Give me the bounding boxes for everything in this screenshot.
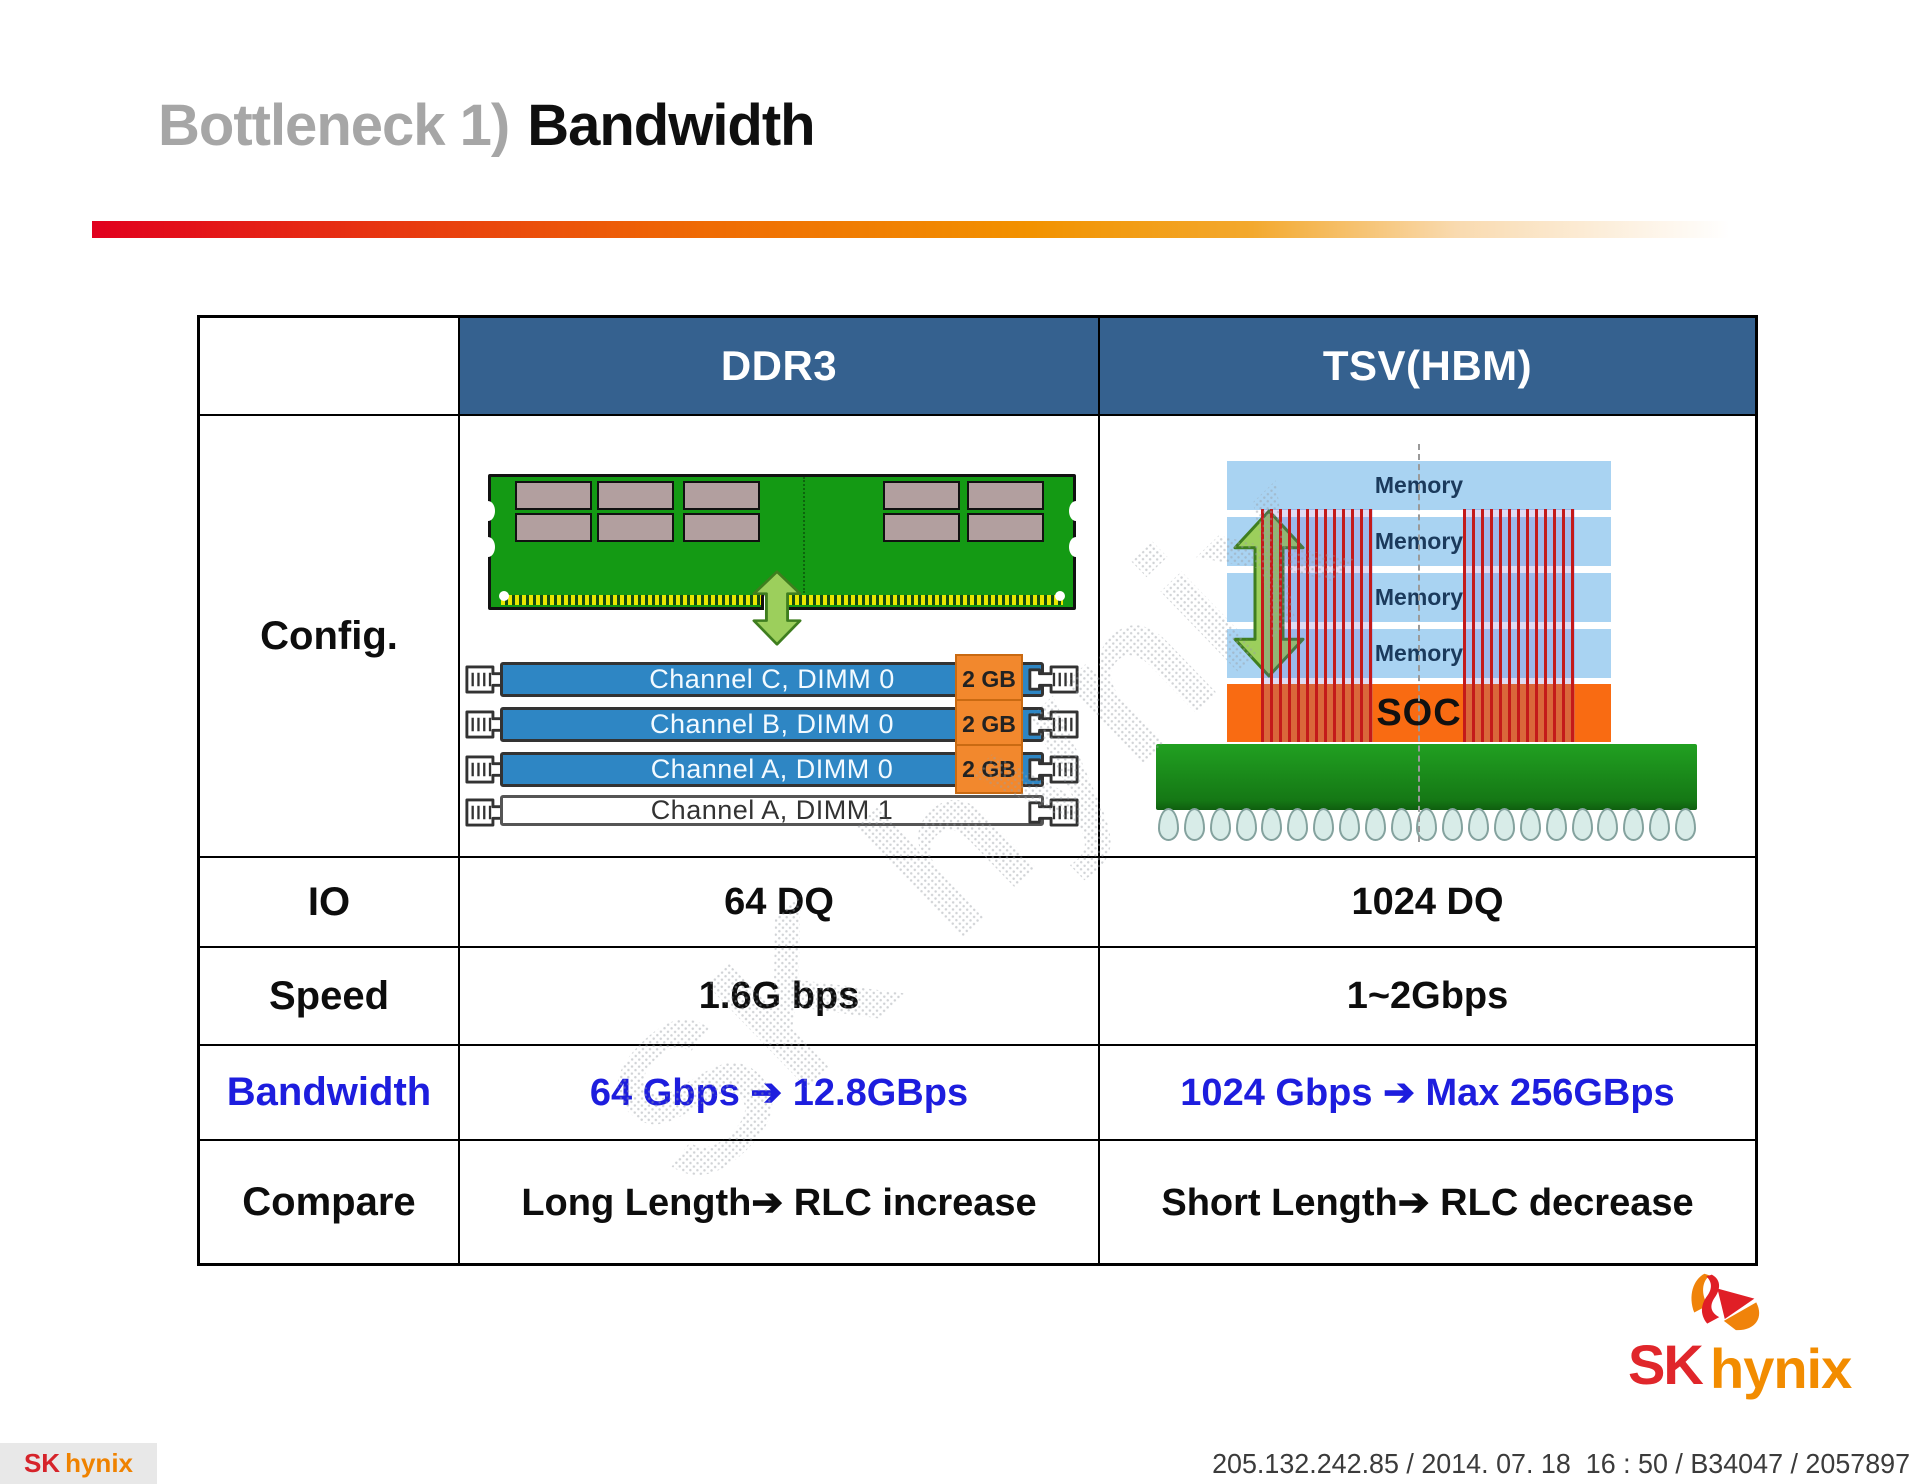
tsv-via-lines xyxy=(1463,509,1575,742)
channel-label: Channel B, DIMM 0 xyxy=(649,709,895,739)
double-arrow-icon xyxy=(752,570,802,646)
dram-chip xyxy=(597,513,674,542)
solder-ball xyxy=(1261,808,1283,841)
comparison-table: DDR3 TSV(HBM) Config. xyxy=(197,315,1758,1266)
title-main: Bandwidth xyxy=(527,93,815,158)
dram-chip xyxy=(883,481,960,510)
speed-tsv-value: 1~2Gbps xyxy=(1100,948,1755,1046)
dram-chip xyxy=(967,481,1044,510)
solder-ball xyxy=(1313,808,1335,841)
sk-hynix-butterfly-icon xyxy=(1691,1273,1760,1331)
header-ddr3: DDR3 xyxy=(460,318,1100,416)
solder-ball xyxy=(1338,808,1360,841)
footer-logo-sk: SK xyxy=(23,1448,61,1478)
channel-slot-empty: Channel A, DIMM 1 xyxy=(465,795,1079,827)
dimm-side-notch xyxy=(481,501,495,521)
capacity-badge: 2 GB xyxy=(955,744,1023,794)
channel-label: Channel A, DIMM 1 xyxy=(650,795,894,825)
connector-icon xyxy=(1028,755,1079,784)
channel-slot: Channel C, DIMM 0 2 GB xyxy=(465,654,1079,704)
solder-ball xyxy=(1468,808,1490,841)
title-accent-bar xyxy=(92,221,1798,238)
solder-ball xyxy=(1287,808,1309,841)
bandwidth-tsv-value: 1024 Gbps ➔ Max 256GBps xyxy=(1100,1046,1755,1141)
row-label-config: Config. xyxy=(200,416,460,858)
dimm-side-notch xyxy=(1069,501,1083,521)
dram-chip xyxy=(597,481,674,510)
dimm-center-line xyxy=(803,477,805,593)
logo-sk-text: SK xyxy=(1628,1333,1704,1396)
channel-label: Channel C, DIMM 0 xyxy=(649,664,895,694)
solder-ball xyxy=(1209,808,1231,841)
dimm-mount-hole xyxy=(499,591,509,601)
stack-center-line xyxy=(1418,444,1420,842)
title-prefix: Bottleneck 1) xyxy=(158,93,510,158)
solder-ball xyxy=(1623,808,1645,841)
page-title: Bottleneck 1) Bandwidth xyxy=(158,92,816,159)
dimm-side-notch xyxy=(481,537,495,557)
solder-ball xyxy=(1597,808,1619,841)
solder-ball xyxy=(1235,808,1257,841)
dram-chip xyxy=(967,513,1044,542)
capacity-badge: 2 GB xyxy=(955,699,1023,749)
solder-ball xyxy=(1674,808,1696,841)
footer-logo-badge: SK hynix xyxy=(0,1443,157,1484)
row-label-speed: Speed xyxy=(200,948,460,1046)
connector-icon xyxy=(1028,665,1079,694)
solder-ball xyxy=(1416,808,1438,841)
bandwidth-ddr3-value: 64 Gbps ➔ 12.8GBps xyxy=(460,1046,1100,1141)
solder-balls xyxy=(1158,808,1696,841)
speed-ddr3-value: 1.6G bps xyxy=(460,948,1100,1046)
row-label-bandwidth: Bandwidth xyxy=(200,1046,460,1141)
header-empty-cell xyxy=(200,318,460,416)
channel-slot: Channel B, DIMM 0 2 GB xyxy=(465,699,1079,749)
solder-ball xyxy=(1390,808,1412,841)
solder-ball xyxy=(1545,808,1567,841)
tsv-via-lines xyxy=(1261,509,1373,742)
channel-label: Channel A, DIMM 0 xyxy=(650,754,894,784)
solder-ball xyxy=(1571,808,1593,841)
dram-chip xyxy=(683,513,760,542)
config-ddr3-cell: Channel C, DIMM 0 2 GB Channel B, DIMM 0 xyxy=(460,416,1100,858)
dimm-side-notch xyxy=(1069,537,1083,557)
header-tsv-hbm: TSV(HBM) xyxy=(1100,318,1755,416)
connector-icon xyxy=(1028,710,1079,739)
dram-chip xyxy=(683,481,760,510)
solder-ball xyxy=(1493,808,1515,841)
dram-chip xyxy=(515,481,592,510)
solder-ball xyxy=(1519,808,1541,841)
row-label-io: IO xyxy=(200,858,460,948)
channel-slot: Channel A, DIMM 0 2 GB xyxy=(465,744,1079,794)
dram-chip xyxy=(515,513,592,542)
logo-hynix-text: hynix xyxy=(1710,1337,1852,1400)
channel-slot-list: Channel C, DIMM 0 2 GB Channel B, DIMM 0 xyxy=(465,654,1079,836)
footer-logo-hynix: hynix xyxy=(65,1448,134,1478)
capacity-badge: 2 GB xyxy=(955,654,1023,704)
compare-tsv-value: Short Length➔ RLC decrease xyxy=(1100,1141,1755,1263)
io-ddr3-value: 64 DQ xyxy=(460,858,1100,948)
sk-hynix-logo: SK hynix xyxy=(1628,1270,1852,1402)
dram-chip xyxy=(883,513,960,542)
solder-ball xyxy=(1183,808,1205,841)
solder-ball xyxy=(1649,808,1671,841)
config-tsv-cell: Memory Memory Memory Memory SOC xyxy=(1100,416,1755,858)
package-substrate xyxy=(1156,744,1697,810)
footer-stamp-text: 205.132.242.85 / 2014. 07. 18 16 : 50 / … xyxy=(1212,1448,1910,1479)
dimm-mount-hole xyxy=(1055,591,1065,601)
compare-ddr3-value: Long Length➔ RLC increase xyxy=(460,1141,1100,1263)
solder-ball xyxy=(1442,808,1464,841)
solder-ball xyxy=(1364,808,1386,841)
solder-ball xyxy=(1158,808,1179,841)
io-tsv-value: 1024 DQ xyxy=(1100,858,1755,948)
row-label-compare: Compare xyxy=(200,1141,460,1263)
connector-icon xyxy=(1028,798,1079,827)
